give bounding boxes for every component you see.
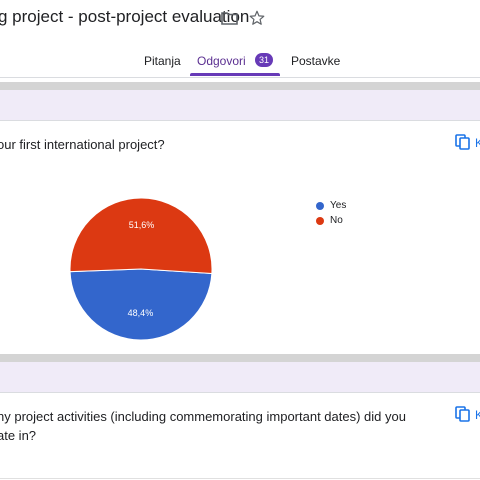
legend-label-no: No <box>330 215 343 226</box>
legend-dot-no <box>316 216 324 225</box>
card-top-border <box>0 120 480 121</box>
pie-slice-no[interactable] <box>69 197 213 274</box>
chart-legend: Yes No <box>316 198 346 228</box>
legend-item-no: No <box>316 213 346 228</box>
legend-dot-yes <box>316 201 324 210</box>
page-background-2 <box>0 362 480 392</box>
question-title-line-2: ate in? <box>0 428 37 443</box>
copy-icon[interactable] <box>455 134 470 150</box>
card-top-border <box>0 392 480 393</box>
legend-label-yes: Yes <box>330 200 347 211</box>
copy-chart-label[interactable]: K <box>475 408 480 422</box>
pie-chart: 48,4% 51,6% <box>69 197 213 341</box>
top-bar: g project - post-project evaluation Pita… <box>0 0 480 76</box>
header-divider <box>0 77 480 78</box>
tab-pitanja[interactable]: Pitanja <box>144 54 181 68</box>
question-card-2: ny project activities (including commemo… <box>0 392 480 480</box>
pie-slice-yes[interactable] <box>69 268 213 341</box>
question-title: our first international project? <box>0 137 165 152</box>
responses-count-badge: 31 <box>255 53 273 67</box>
scroll-band <box>0 82 480 90</box>
form-title[interactable]: g project - post-project evaluation <box>0 7 250 26</box>
page-background <box>0 90 480 120</box>
star-icon[interactable] <box>248 9 266 27</box>
card-bottom-border <box>0 478 480 479</box>
tab-bar: Pitanja Odgovori 31 Postavke <box>0 48 480 76</box>
folder-icon[interactable] <box>221 11 238 25</box>
legend-item-yes: Yes <box>316 198 346 213</box>
pie-label-yes: 48,4% <box>128 308 154 318</box>
copy-icon[interactable] <box>455 406 470 422</box>
tab-odgovori[interactable]: Odgovori <box>197 54 246 68</box>
tab-postavke[interactable]: Postavke <box>291 54 341 68</box>
active-tab-indicator <box>190 73 280 76</box>
pie-label-no: 51,6% <box>129 220 155 230</box>
copy-chart-label[interactable]: K <box>475 136 480 150</box>
scroll-band-2 <box>0 354 480 362</box>
question-title-line-1: ny project activities (including commemo… <box>0 409 406 424</box>
